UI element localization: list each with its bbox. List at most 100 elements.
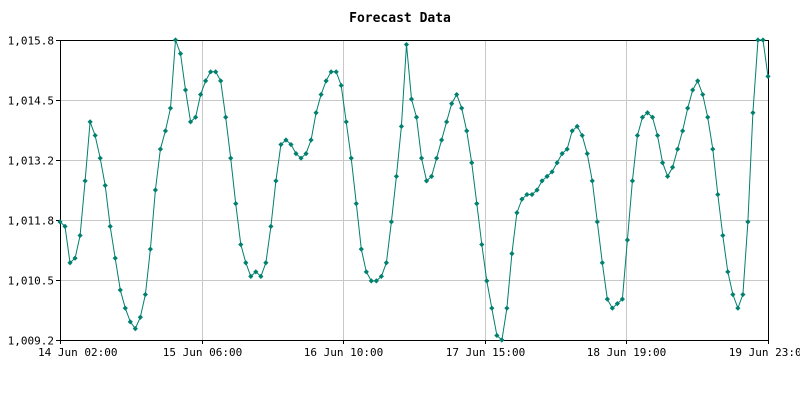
plot-area-border xyxy=(60,40,769,341)
data-point xyxy=(92,132,98,139)
data-point xyxy=(654,132,661,139)
data-point xyxy=(112,255,118,261)
data-point xyxy=(388,219,395,225)
data-point xyxy=(418,155,425,161)
data-point xyxy=(258,273,264,279)
data-point xyxy=(378,273,384,279)
data-point xyxy=(619,296,625,302)
data-point xyxy=(358,246,364,252)
data-point xyxy=(238,241,244,248)
data-point xyxy=(203,78,209,84)
data-point xyxy=(218,78,224,84)
y-tick-label: 1,009.2 xyxy=(8,335,54,348)
data-point xyxy=(695,78,701,84)
data-point xyxy=(685,105,691,111)
data-point xyxy=(102,182,108,189)
data-point xyxy=(554,160,560,166)
data-point xyxy=(529,191,535,198)
data-point xyxy=(755,37,761,43)
data-point xyxy=(162,128,169,134)
data-point xyxy=(634,132,641,139)
data-point xyxy=(313,110,319,116)
data-point xyxy=(147,246,153,252)
data-point xyxy=(167,105,174,111)
data-point xyxy=(408,96,415,102)
data-point xyxy=(403,41,410,48)
x-tick-label: 16 Jun 10:00 xyxy=(304,346,383,359)
x-tick-label: 14 Jun 02:00 xyxy=(38,346,117,359)
data-point xyxy=(710,146,716,152)
data-point xyxy=(599,260,605,266)
data-point xyxy=(559,151,565,157)
data-point xyxy=(137,314,143,320)
data-point xyxy=(348,155,354,161)
data-point xyxy=(504,305,510,311)
y-axis-ticks: 1,009.2 1,010.5 1,011.8 1,013.2 1,014.5 1,015… xyxy=(8,35,60,348)
data-point xyxy=(574,123,580,129)
data-point xyxy=(248,273,254,279)
data-point xyxy=(484,278,490,284)
data-point xyxy=(268,223,274,229)
data-point xyxy=(303,151,309,157)
data-point xyxy=(489,305,495,311)
data-point xyxy=(584,151,590,157)
data-point xyxy=(423,178,430,184)
data-point xyxy=(428,173,435,179)
data-point xyxy=(459,105,465,111)
data-point xyxy=(715,191,721,198)
data-point xyxy=(494,332,500,339)
data-point xyxy=(338,82,344,89)
data-point xyxy=(283,137,289,143)
data-point xyxy=(87,119,93,125)
data-point xyxy=(569,128,575,134)
data-point xyxy=(228,155,234,161)
data-point xyxy=(172,37,179,43)
data-point xyxy=(740,291,746,298)
data-point xyxy=(288,141,294,148)
x-axis-ticks: 14 Jun 02:00 15 Jun 06:00 16 Jun 10:00 17 J… xyxy=(38,340,800,359)
data-point xyxy=(735,305,741,311)
data-point xyxy=(549,169,555,175)
data-point xyxy=(700,91,706,98)
data-point xyxy=(609,305,615,311)
y-tick-label: 1,010.5 xyxy=(8,275,54,288)
data-point xyxy=(72,255,78,261)
data-point xyxy=(197,91,204,98)
data-point xyxy=(680,128,686,134)
x-tick-label: 18 Jun 19:00 xyxy=(587,346,666,359)
data-point xyxy=(690,87,696,93)
data-point xyxy=(649,114,656,120)
data-point xyxy=(117,287,123,293)
data-point xyxy=(589,178,595,184)
data-point xyxy=(539,178,545,184)
data-point xyxy=(614,301,620,307)
data-point xyxy=(705,114,711,120)
y-tick-label: 1,014.5 xyxy=(8,95,54,108)
data-point xyxy=(519,196,525,202)
data-point xyxy=(208,69,214,75)
data-point xyxy=(363,269,369,275)
data-point xyxy=(187,119,194,125)
data-point xyxy=(323,78,329,84)
series-forecast xyxy=(57,37,771,343)
data-point xyxy=(669,164,676,170)
data-point xyxy=(278,141,284,148)
data-point xyxy=(373,278,379,284)
data-point xyxy=(659,160,666,166)
data-point xyxy=(122,305,128,311)
data-point xyxy=(509,251,515,257)
data-point xyxy=(62,223,68,229)
data-point xyxy=(318,91,324,98)
data-point xyxy=(157,146,164,152)
data-point xyxy=(253,269,259,275)
data-point xyxy=(107,223,113,229)
data-point xyxy=(524,191,530,198)
data-point xyxy=(233,201,239,207)
data-point xyxy=(499,337,505,343)
data-point xyxy=(328,69,334,75)
x-tick-label: 17 Jun 15:00 xyxy=(446,346,525,359)
data-point xyxy=(142,291,148,298)
data-point xyxy=(213,69,219,75)
data-point xyxy=(97,155,103,161)
